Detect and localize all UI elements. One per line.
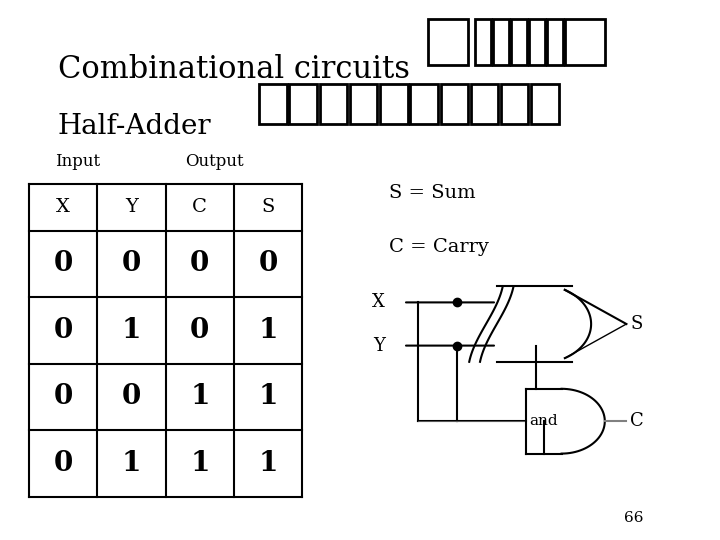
Text: S: S bbox=[630, 315, 642, 333]
Bar bbox=[428, 19, 468, 65]
Text: 0: 0 bbox=[122, 383, 141, 410]
Text: and: and bbox=[529, 414, 558, 428]
Text: 66: 66 bbox=[624, 511, 644, 525]
Bar bbox=[493, 19, 509, 65]
Text: 1: 1 bbox=[122, 317, 141, 344]
Text: 0: 0 bbox=[53, 251, 73, 278]
Bar bbox=[511, 19, 527, 65]
Text: 1: 1 bbox=[258, 317, 278, 344]
Text: X: X bbox=[56, 198, 70, 216]
Text: Y: Y bbox=[125, 198, 138, 216]
Text: 1: 1 bbox=[190, 450, 210, 477]
Bar bbox=[350, 84, 377, 124]
Text: 1: 1 bbox=[122, 450, 141, 477]
Bar bbox=[410, 84, 438, 124]
Text: 1: 1 bbox=[258, 450, 278, 477]
Text: 0: 0 bbox=[53, 317, 73, 344]
Text: C = Carry: C = Carry bbox=[389, 238, 489, 255]
Text: X: X bbox=[372, 293, 385, 312]
Text: 0: 0 bbox=[258, 251, 278, 278]
Bar bbox=[471, 84, 498, 124]
Bar bbox=[259, 84, 287, 124]
Text: Input: Input bbox=[55, 153, 100, 170]
Text: 0: 0 bbox=[190, 317, 210, 344]
Bar bbox=[475, 19, 491, 65]
Bar bbox=[531, 84, 559, 124]
Text: Y: Y bbox=[374, 336, 385, 355]
Text: 0: 0 bbox=[53, 450, 73, 477]
Text: C: C bbox=[192, 198, 207, 216]
Text: 0: 0 bbox=[53, 383, 73, 410]
Bar bbox=[501, 84, 528, 124]
Bar bbox=[289, 84, 317, 124]
Bar bbox=[529, 19, 545, 65]
Bar bbox=[441, 84, 468, 124]
Bar bbox=[565, 19, 605, 65]
Text: S = Sum: S = Sum bbox=[389, 184, 475, 201]
Text: Combinational circuits: Combinational circuits bbox=[58, 54, 410, 85]
Bar bbox=[547, 19, 563, 65]
Text: Half-Adder: Half-Adder bbox=[58, 113, 211, 140]
Text: 1: 1 bbox=[190, 383, 210, 410]
Bar bbox=[380, 84, 408, 124]
Text: 0: 0 bbox=[122, 251, 141, 278]
Text: Output: Output bbox=[185, 153, 243, 170]
Text: 1: 1 bbox=[258, 383, 278, 410]
Text: C: C bbox=[630, 412, 644, 430]
Text: 0: 0 bbox=[190, 251, 210, 278]
Bar bbox=[320, 84, 347, 124]
Text: S: S bbox=[261, 198, 275, 216]
